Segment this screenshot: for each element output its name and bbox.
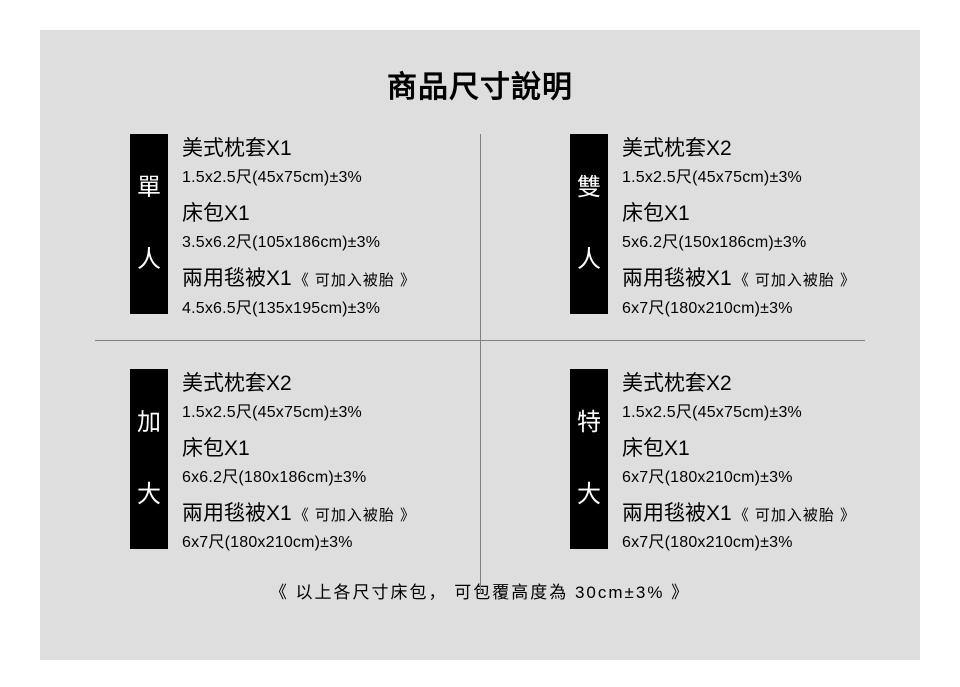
- blanket-title-text: 兩用毯被X1: [182, 267, 292, 290]
- badge-char: 人: [137, 248, 161, 272]
- sheet-title: 床包X1: [182, 201, 416, 226]
- size-grid: 單 人 美式枕套X1 1.5x2.5尺(45x75cm)±3% 床包X1 3.5…: [40, 134, 920, 552]
- vertical-divider: [480, 134, 481, 594]
- blanket-note: 《 可加入被胎 》: [294, 272, 416, 289]
- badge-char: 特: [577, 411, 601, 435]
- blanket-title-text: 兩用毯被X1: [182, 502, 292, 525]
- size-badge: 特 大: [570, 369, 608, 549]
- blanket-title: 兩用毯被X1《 可加入被胎 》: [182, 501, 416, 526]
- sheet-dim: 3.5x6.2尺(105x186cm)±3%: [182, 228, 416, 252]
- blanket-title: 兩用毯被X1《 可加入被胎 》: [622, 266, 856, 291]
- badge-char: 雙: [577, 176, 601, 200]
- sheet-title: 床包X1: [622, 436, 856, 461]
- page: 商品尺寸說明 單 人 美式枕套X1 1.5x2.5尺(45x75cm)±3% 床…: [0, 0, 960, 687]
- size-cell-king: 特 大 美式枕套X2 1.5x2.5尺(45x75cm)±3% 床包X1 6x7…: [480, 369, 920, 553]
- sheet-title: 床包X1: [182, 436, 416, 461]
- size-badge: 雙 人: [570, 134, 608, 314]
- blanket-title: 兩用毯被X1《 可加入被胎 》: [182, 266, 416, 291]
- badge-char: 單: [137, 176, 161, 200]
- blanket-title-text: 兩用毯被X1: [622, 267, 732, 290]
- sheet-title: 床包X1: [622, 201, 856, 226]
- size-info: 美式枕套X2 1.5x2.5尺(45x75cm)±3% 床包X1 6x6.2尺(…: [168, 369, 416, 553]
- pillow-title: 美式枕套X2: [182, 371, 416, 396]
- pillow-title: 美式枕套X1: [182, 136, 416, 161]
- pillow-dim: 1.5x2.5尺(45x75cm)±3%: [182, 163, 416, 187]
- size-cell-single: 單 人 美式枕套X1 1.5x2.5尺(45x75cm)±3% 床包X1 3.5…: [40, 134, 480, 318]
- pillow-title: 美式枕套X2: [622, 371, 856, 396]
- badge-char: 人: [577, 248, 601, 272]
- sheet-dim: 6x6.2尺(180x186cm)±3%: [182, 463, 416, 487]
- pillow-dim: 1.5x2.5尺(45x75cm)±3%: [622, 398, 856, 422]
- blanket-note: 《 可加入被胎 》: [294, 507, 416, 524]
- blanket-dim: 6x7尺(180x210cm)±3%: [622, 528, 856, 552]
- panel: 商品尺寸說明 單 人 美式枕套X1 1.5x2.5尺(45x75cm)±3% 床…: [40, 30, 920, 660]
- size-badge: 加 大: [130, 369, 168, 549]
- sheet-dim: 5x6.2尺(150x186cm)±3%: [622, 228, 856, 252]
- size-info: 美式枕套X2 1.5x2.5尺(45x75cm)±3% 床包X1 6x7尺(18…: [608, 369, 856, 553]
- badge-char: 大: [577, 483, 601, 507]
- blanket-dim: 6x7尺(180x210cm)±3%: [182, 528, 416, 552]
- blanket-dim: 6x7尺(180x210cm)±3%: [622, 294, 856, 318]
- size-cell-double: 雙 人 美式枕套X2 1.5x2.5尺(45x75cm)±3% 床包X1 5x6…: [480, 134, 920, 318]
- blanket-note: 《 可加入被胎 》: [734, 507, 856, 524]
- pillow-dim: 1.5x2.5尺(45x75cm)±3%: [622, 163, 856, 187]
- blanket-title: 兩用毯被X1《 可加入被胎 》: [622, 501, 856, 526]
- badge-char: 加: [137, 411, 161, 435]
- page-title: 商品尺寸說明: [40, 62, 920, 106]
- blanket-note: 《 可加入被胎 》: [734, 272, 856, 289]
- size-badge: 單 人: [130, 134, 168, 314]
- badge-char: 大: [137, 483, 161, 507]
- blanket-dim: 4.5x6.5尺(135x195cm)±3%: [182, 294, 416, 318]
- size-info: 美式枕套X1 1.5x2.5尺(45x75cm)±3% 床包X1 3.5x6.2…: [168, 134, 416, 318]
- blanket-title-text: 兩用毯被X1: [622, 502, 732, 525]
- size-cell-queen: 加 大 美式枕套X2 1.5x2.5尺(45x75cm)±3% 床包X1 6x6…: [40, 369, 480, 553]
- size-info: 美式枕套X2 1.5x2.5尺(45x75cm)±3% 床包X1 5x6.2尺(…: [608, 134, 856, 318]
- pillow-title: 美式枕套X2: [622, 136, 856, 161]
- pillow-dim: 1.5x2.5尺(45x75cm)±3%: [182, 398, 416, 422]
- sheet-dim: 6x7尺(180x210cm)±3%: [622, 463, 856, 487]
